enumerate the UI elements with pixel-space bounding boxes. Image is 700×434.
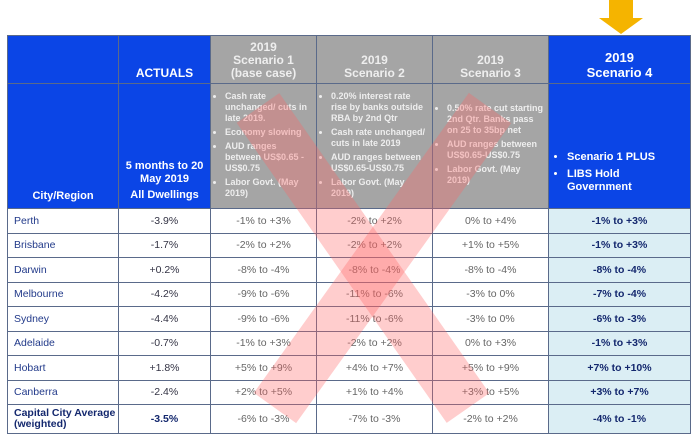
scenario-1-cell: -1% to +3% xyxy=(210,208,317,234)
assumption-bullet: AUD ranges between US$0.65 - US$0.75 xyxy=(225,141,312,174)
assumption-bullet: Labor Govt. (May 2019) xyxy=(331,177,428,199)
scenario-1-header: 2019 Scenario 1 (base case) xyxy=(210,35,317,84)
scenario-table: ACTUALS 2019 Scenario 1 (base case) 2019 Sc… xyxy=(7,35,691,434)
assumption-bullet: AUD ranges between US$0.65-US$0.75 xyxy=(331,152,428,174)
scenario-4-cell: -1% to +3% xyxy=(548,330,691,356)
scenario-2-assumptions: 0.20% interest rate rise by banks outsid… xyxy=(316,83,433,209)
actuals-header: ACTUALS xyxy=(118,35,211,84)
scenario-3-cell: +5% to +9% xyxy=(432,355,549,381)
assumption-bullet: Cash rate unchanged/ cuts in late 2019 xyxy=(331,127,428,149)
scenario-2-cell: -11% to -6% xyxy=(316,281,433,307)
blank-header xyxy=(7,35,119,84)
scenario-1-cell: -1% to +3% xyxy=(210,330,317,356)
scenario-1-cell: -2% to +2% xyxy=(210,232,317,258)
scenario-4-cell: -7% to -4% xyxy=(548,281,691,307)
assumption-bullet: 0.20% interest rate rise by banks outsid… xyxy=(331,91,428,124)
table-row: Hobart +1.8% +5% to +9% +4% to +7% +5% to +9… xyxy=(7,355,691,381)
scenario-2-cell: +1% to +4% xyxy=(316,379,433,405)
actual-cell: +1.8% xyxy=(118,355,211,381)
scenario-1-cell: -8% to -4% xyxy=(210,257,317,283)
down-arrow-icon xyxy=(599,0,643,34)
assumption-bullet: Labor Govt. (May 2019) xyxy=(447,164,544,186)
scenario-3-cell: +3% to +5% xyxy=(432,379,549,405)
scenario-4-cell: -1% to +3% xyxy=(548,232,691,258)
city-cell: Brisbane xyxy=(7,232,119,258)
scenario-4-cell: -1% to +3% xyxy=(548,208,691,234)
scenario-3-header: 2019 Scenario 3 xyxy=(432,35,549,84)
scenario-4-cell: -6% to -3% xyxy=(548,306,691,332)
actual-cell: -2.4% xyxy=(118,379,211,405)
city-cell: Canberra xyxy=(7,379,119,405)
scenario-1-cell: +5% to +9% xyxy=(210,355,317,381)
assumption-bullet: AUD ranges between US$0.65-US$0.75 xyxy=(447,139,544,161)
assumption-bullet: Cash rate unchanged/ cuts in late 2019. xyxy=(225,91,312,124)
scenario-3-cell: -8% to -4% xyxy=(432,257,549,283)
scenario-3-cell: -3% to 0% xyxy=(432,306,549,332)
city-cell: Darwin xyxy=(7,257,119,283)
scenario-2-cell: -2% to +2% xyxy=(316,330,433,356)
assumption-bullet: 0.50% rate cut starting 2nd Qtr. Banks p… xyxy=(447,103,544,136)
scenario-4-cell: +3% to +7% xyxy=(548,379,691,405)
scenario-2-cell: +4% to +7% xyxy=(316,355,433,381)
actuals-subheader: 5 months to 20 May 2019 All Dwellings xyxy=(118,83,211,209)
scenario-1-cell: -9% to -6% xyxy=(210,281,317,307)
scenario-1-cell: -9% to -6% xyxy=(210,306,317,332)
scenario-4-assumptions: Scenario 1 PLUS LIBS Hold Government xyxy=(548,83,691,209)
city-cell: Melbourne xyxy=(7,281,119,307)
table-row: Darwin +0.2% -8% to -4% -8% to -4% -8% to -4… xyxy=(7,257,691,283)
scenario-4-header: 2019 Scenario 4 xyxy=(548,35,691,84)
scenario-3-cell: 0% to +3% xyxy=(432,330,549,356)
assumption-bullet: Labor Govt. (May 2019) xyxy=(225,177,312,199)
table-row: Sydney -4.4% -9% to -6% -11% to -6% -3% to 0… xyxy=(7,306,691,332)
scenario-2-cell: -2% to +2% xyxy=(316,232,433,258)
scenario-2-cell: -7% to -3% xyxy=(316,404,433,434)
city-cell: Capital City Average (weighted) xyxy=(7,404,119,434)
scenario-3-cell: -2% to +2% xyxy=(432,404,549,434)
table-row: Canberra -2.4% +2% to +5% +1% to +4% +3% to … xyxy=(7,379,691,405)
actual-cell: +0.2% xyxy=(118,257,211,283)
table-row: Melbourne -4.2% -9% to -6% -11% to -6% -3% t… xyxy=(7,281,691,307)
actual-cell: -4.4% xyxy=(118,306,211,332)
actual-cell: -1.7% xyxy=(118,232,211,258)
assumption-bullet: Economy slowing xyxy=(225,127,312,138)
actual-cell: -0.7% xyxy=(118,330,211,356)
table-row: Capital City Average (weighted) -3.5% -6% … xyxy=(7,404,691,434)
table-row: Perth -3.9% -1% to +3% -2% to +2% 0% to +4% -… xyxy=(7,208,691,234)
city-region-header: City/Region xyxy=(7,83,119,209)
city-cell: Adelaide xyxy=(7,330,119,356)
city-cell: Hobart xyxy=(7,355,119,381)
actual-cell: -4.2% xyxy=(118,281,211,307)
assumption-bullet: LIBS Hold Government xyxy=(567,168,686,194)
scenario-1-cell: -6% to -3% xyxy=(210,404,317,434)
actual-cell: -3.9% xyxy=(118,208,211,234)
scenario-4-cell: +7% to +10% xyxy=(548,355,691,381)
scenario-2-header: 2019 Scenario 2 xyxy=(316,35,433,84)
scenario-3-cell: -3% to 0% xyxy=(432,281,549,307)
city-cell: Perth xyxy=(7,208,119,234)
scenario-2-cell: -8% to -4% xyxy=(316,257,433,283)
scenario-2-cell: -11% to -6% xyxy=(316,306,433,332)
assumption-bullet: Scenario 1 PLUS xyxy=(567,151,686,164)
table-row: Brisbane -1.7% -2% to +2% -2% to +2% +1% to … xyxy=(7,232,691,258)
city-cell: Sydney xyxy=(7,306,119,332)
scenario-1-cell: +2% to +5% xyxy=(210,379,317,405)
scenario-4-cell: -8% to -4% xyxy=(548,257,691,283)
scenario-2-cell: -2% to +2% xyxy=(316,208,433,234)
scenario-3-cell: 0% to +4% xyxy=(432,208,549,234)
scenario-4-cell: -4% to -1% xyxy=(548,404,691,434)
scenario-3-assumptions: 0.50% rate cut starting 2nd Qtr. Banks p… xyxy=(432,83,549,209)
scenario-1-assumptions: Cash rate unchanged/ cuts in late 2019. E… xyxy=(210,83,317,209)
scenario-3-cell: +1% to +5% xyxy=(432,232,549,258)
table-row: Adelaide -0.7% -1% to +3% -2% to +2% 0% to +… xyxy=(7,330,691,356)
actual-cell: -3.5% xyxy=(118,404,211,434)
